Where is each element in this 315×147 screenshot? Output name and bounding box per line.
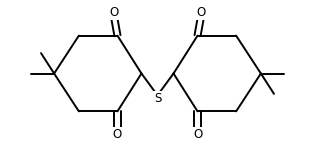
Text: O: O bbox=[197, 6, 206, 19]
Text: O: O bbox=[113, 128, 122, 141]
Text: O: O bbox=[109, 6, 118, 19]
Text: S: S bbox=[154, 92, 161, 105]
Text: O: O bbox=[193, 128, 202, 141]
